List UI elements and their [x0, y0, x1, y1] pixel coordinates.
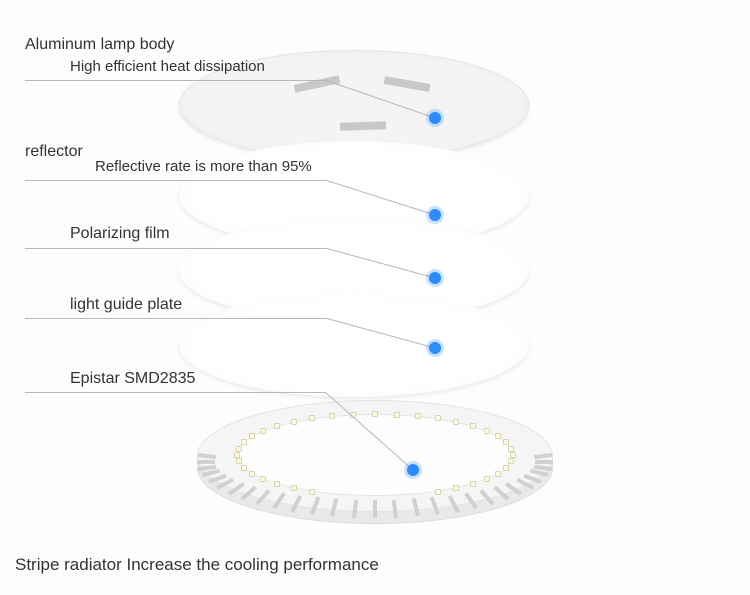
- rule-body: [25, 80, 325, 81]
- layer-lgp: [354, 293, 529, 397]
- rule-led: [25, 392, 325, 393]
- label-reflector-title: reflector: [25, 143, 83, 161]
- diagram-stage: Aluminum lamp body High efficient heat d…: [0, 0, 750, 595]
- label-polarizer-title: Polarizing film: [70, 225, 170, 243]
- dot-led: [407, 464, 419, 476]
- dot-body: [429, 112, 441, 124]
- dot-lgp: [429, 342, 441, 354]
- rule-polarizer: [25, 248, 325, 249]
- footer-text: Stripe radiator Increase the cooling per…: [15, 555, 379, 575]
- dot-polarizer: [429, 272, 441, 284]
- rule-reflector: [25, 180, 325, 181]
- dot-reflector: [429, 209, 441, 221]
- label-body-title: Aluminum lamp body: [25, 36, 174, 54]
- lgp-disc: [179, 293, 529, 397]
- rule-lgp: [25, 318, 325, 319]
- label-body-sub: High efficient heat dissipation: [70, 58, 265, 75]
- label-lgp-title: light guide plate: [70, 296, 182, 314]
- clip-3: [340, 121, 386, 131]
- label-reflector-sub: Reflective rate is more than 95%: [95, 158, 312, 175]
- label-led-title: Epistar SMD2835: [70, 370, 195, 388]
